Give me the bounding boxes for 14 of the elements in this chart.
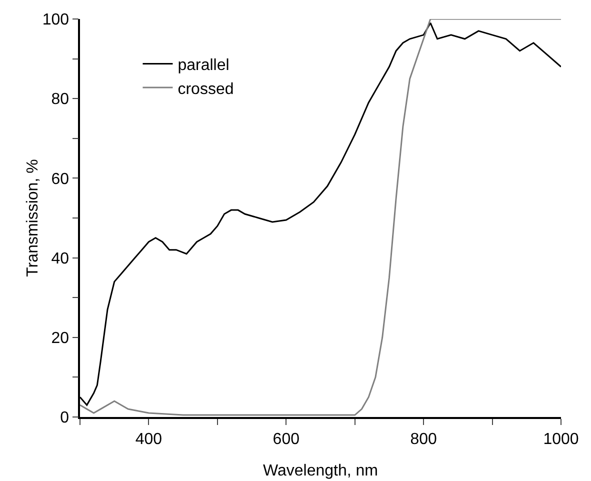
y-tick-label: 0 <box>60 410 70 427</box>
y-tick-label: 100 <box>42 12 70 29</box>
y-tick-label: 40 <box>51 250 70 268</box>
x-axis-title: Wavelength, nm <box>262 462 378 480</box>
x-tick-label: 400 <box>135 430 162 448</box>
legend-label: crossed <box>178 80 234 98</box>
y-tick-label: 80 <box>51 91 70 108</box>
legend-label: parallel <box>178 57 230 74</box>
y-tick-label: 60 <box>51 170 70 188</box>
x-tick-label: 600 <box>272 430 300 448</box>
x-tick-label: 1000 <box>543 430 579 448</box>
y-tick-label: 20 <box>51 330 70 347</box>
y-axis-title: Transmission, % <box>24 159 42 277</box>
x-tick-label: 800 <box>410 430 438 448</box>
